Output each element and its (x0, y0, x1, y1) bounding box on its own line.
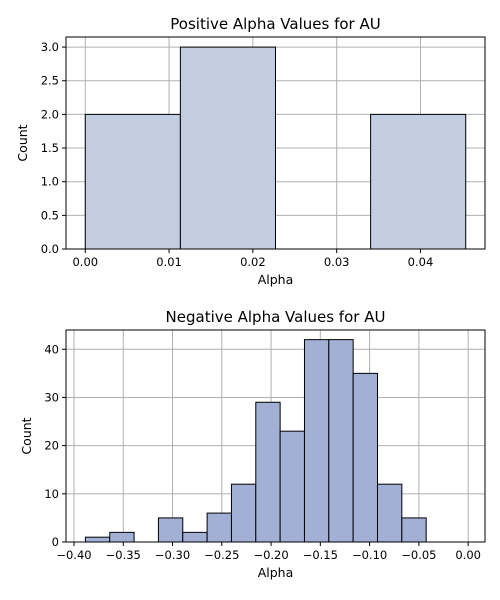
histogram-bar (303, 339, 330, 543)
histogram-bar (84, 536, 111, 543)
y-tick-label: 2.5 (41, 74, 59, 88)
x-tick-label: 0.00 (455, 548, 481, 562)
histogram-bar (370, 113, 467, 250)
y-axis-label: Count (19, 417, 34, 454)
histogram-bar (179, 46, 276, 250)
x-tick-label: 0.03 (324, 255, 350, 269)
histogram-bar (328, 339, 354, 543)
plot-frame (65, 329, 486, 543)
histogram-bar (230, 483, 257, 543)
negative-alpha-histogram: −0.40 −0.35 −0.30 −0.25 −0.20 −0.15 −0.10 −0.05… (19, 308, 486, 580)
y-tick-label: 0.5 (41, 208, 59, 222)
x-tick-label: −0.20 (253, 548, 288, 562)
y-tick-label: 2.0 (41, 107, 59, 121)
histogram-bar (352, 372, 378, 543)
y-tick-label: 10 (44, 487, 59, 501)
x-tick-label: −0.35 (106, 548, 141, 562)
y-tick-label: 30 (44, 390, 59, 404)
x-tick-label: −0.25 (204, 548, 239, 562)
positive-alpha-histogram: 0.00 0.01 0.02 0.03 0.04 0.0 0.5 1.0 1.5 2.0 2.5 3.… (15, 15, 486, 287)
histogram-bar (182, 531, 208, 543)
x-tick-label: −0.40 (56, 548, 91, 562)
histogram-bar (84, 113, 181, 250)
histogram-bar (376, 483, 403, 543)
chart-title: Positive Alpha Values for AU (170, 15, 380, 33)
y-tick-label: 20 (44, 439, 59, 453)
x-axis-label: Alpha (258, 272, 294, 287)
y-tick-label: 40 (44, 342, 59, 356)
x-tick-label: 0.01 (156, 255, 182, 269)
plot-frame (65, 36, 486, 250)
y-axis-label: Count (15, 124, 30, 161)
histogram-bar (401, 517, 427, 543)
x-axis-label: Alpha (258, 565, 294, 580)
x-tick-label: −0.05 (401, 548, 436, 562)
y-tick-label: 0 (52, 535, 59, 549)
histogram-bar (279, 430, 305, 543)
histogram-bar (255, 401, 281, 543)
x-tick-label: 0.02 (240, 255, 266, 269)
y-tick-label: 0.0 (41, 242, 59, 256)
x-tick-label: 0.04 (408, 255, 434, 269)
y-tick-label: 3.0 (41, 40, 59, 54)
histogram-bar (109, 531, 135, 543)
y-tick-label: 1.0 (41, 175, 59, 189)
x-tick-label: 0.00 (72, 255, 98, 269)
y-tick-label: 1.5 (41, 141, 59, 155)
x-tick-label: −0.10 (352, 548, 387, 562)
chart-title: Negative Alpha Values for AU (166, 308, 386, 326)
histogram-bar (157, 517, 184, 543)
x-tick-label: −0.30 (155, 548, 190, 562)
histogram-bar (206, 512, 232, 543)
x-tick-label: −0.15 (303, 548, 338, 562)
